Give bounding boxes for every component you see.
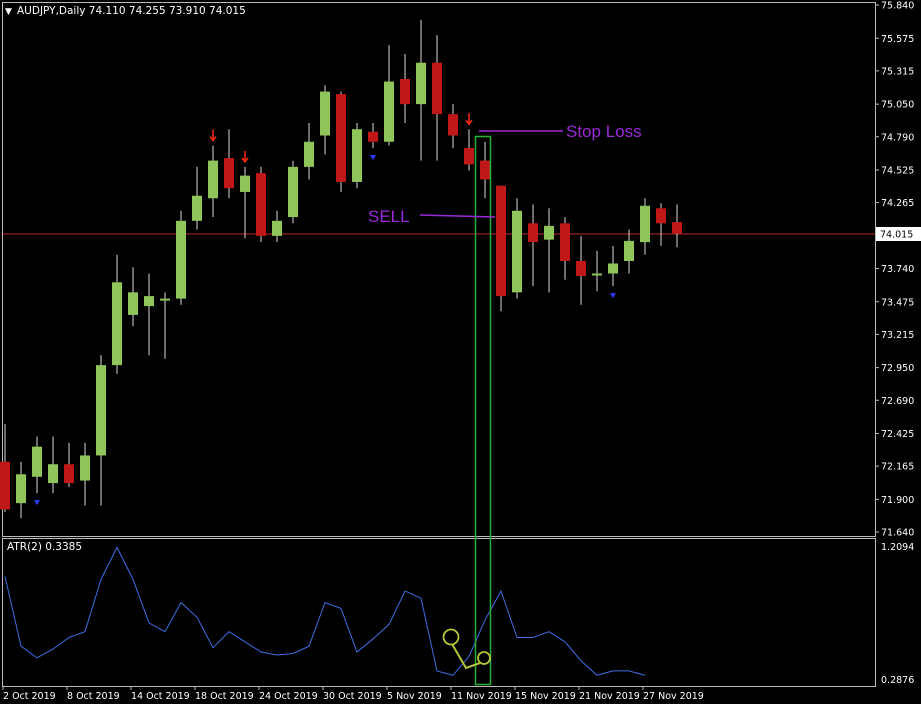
atr-line (4, 546, 646, 676)
current-price-label: 74.015 (876, 226, 921, 241)
candle-body (32, 446, 42, 477)
sell-label: SELL (368, 207, 410, 226)
price-tick-label: 72.165 (881, 462, 914, 473)
price-tick-label: 73.215 (881, 330, 914, 341)
candle-body (272, 220, 282, 236)
price-tick-label: 75.575 (881, 34, 914, 45)
candle-body (0, 461, 10, 510)
candle-body (320, 91, 330, 136)
candle-body (512, 210, 522, 293)
candle-body (304, 141, 314, 167)
candle-body (416, 62, 426, 105)
candle-body (592, 273, 602, 276)
candle-body (256, 173, 266, 236)
date-tick-label: 18 Oct 2019 (195, 691, 254, 702)
fractal-down-arrow-icon (610, 293, 616, 299)
candle-body (336, 94, 346, 182)
candle-body (192, 195, 202, 221)
date-tick-label: 14 Oct 2019 (131, 691, 190, 702)
price-tick-label: 72.950 (881, 363, 914, 374)
candle-body (432, 62, 442, 115)
symbol-dropdown-icon[interactable]: ▼ (5, 7, 12, 17)
price-tick-label: 73.740 (881, 264, 914, 275)
fractal-down-arrow-icon (370, 155, 376, 161)
price-tick-label: 71.640 (881, 528, 914, 539)
atr-marker-path (451, 643, 481, 670)
atr-panel[interactable] (2, 538, 876, 687)
date-tick-label: 27 Nov 2019 (643, 691, 704, 702)
atr-marker-circle (442, 628, 460, 646)
candle-body (384, 81, 394, 142)
price-tick-label: 75.315 (881, 66, 914, 77)
fractal-up-arrow-icon (465, 113, 473, 126)
candle-body (176, 220, 186, 299)
date-tick-label: 8 Oct 2019 (67, 691, 120, 702)
candle-body (48, 464, 58, 484)
candle-body (656, 208, 666, 224)
candle-body (672, 222, 682, 234)
candle-body (544, 225, 554, 240)
signal-box[interactable] (474, 135, 492, 686)
candle-body (528, 223, 538, 243)
price-tick-label: 74.265 (881, 198, 914, 209)
atr-axis-top: 1.2094 (881, 542, 914, 553)
candle-body (288, 166, 298, 218)
date-tick-label: 30 Oct 2019 (323, 691, 382, 702)
candle-body (640, 205, 650, 243)
candle-body (240, 175, 250, 192)
candle-body (400, 79, 410, 105)
candle-body (16, 474, 26, 504)
candle-body (608, 263, 618, 274)
price-tick-label: 75.840 (881, 1, 914, 12)
candle-body (96, 365, 106, 456)
candle-body (624, 240, 634, 261)
atr-marker-circle (477, 651, 491, 665)
price-tick-label: 71.900 (881, 495, 914, 506)
chart-title: AUDJPY,Daily 74.110 74.255 73.910 74.015 (17, 5, 246, 17)
atr-title: ATR(2) 0.3385 (7, 541, 82, 553)
candles (0, 20, 682, 519)
fractal-down-arrow-icon (34, 500, 40, 506)
date-axis: 2 Oct 2019 8 Oct 2019 14 Oct 2019 18 Oct 20… (2, 686, 704, 702)
candle-body (208, 160, 218, 199)
price-tick-label: 73.475 (881, 297, 914, 308)
price-tick-label: 75.050 (881, 100, 914, 111)
candle-body (368, 131, 378, 142)
candle-body (224, 158, 234, 189)
date-tick-label: 24 Oct 2019 (259, 691, 318, 702)
candle-body (352, 129, 362, 182)
candle-body (80, 455, 90, 481)
sell-line (419, 214, 496, 218)
price-tick-label: 74.525 (881, 166, 914, 177)
price-tick-label: 72.425 (881, 429, 914, 440)
date-tick-label: 11 Nov 2019 (451, 691, 512, 702)
atr-series (4, 546, 646, 676)
fractal-markers (34, 113, 616, 506)
candle-body (576, 260, 586, 277)
candle-body (496, 185, 506, 297)
price-tick-label: 74.790 (881, 132, 914, 143)
candle-body (144, 296, 154, 307)
stop-loss-label: Stop Loss (566, 122, 642, 141)
candle-body (64, 464, 74, 484)
date-tick-label: 2 Oct 2019 (3, 691, 56, 702)
atr-markers (442, 628, 491, 670)
date-tick-label: 5 Nov 2019 (387, 691, 442, 702)
fractal-up-arrow-icon (209, 129, 217, 142)
date-tick-label: 15 Nov 2019 (515, 691, 576, 702)
candle-body (160, 298, 170, 301)
candle-body (112, 282, 122, 366)
candle-body (128, 292, 138, 315)
atr-axis-bottom: 0.2876 (881, 675, 914, 686)
candle-body (480, 160, 490, 180)
price-axis: 75.840 75.575 75.315 75.050 74.790 74.525 74.2… (875, 1, 914, 539)
candle-body (448, 114, 458, 136)
fractal-up-arrow-icon (241, 150, 249, 164)
candle-body (464, 148, 474, 165)
price-tick-label: 72.690 (881, 396, 914, 407)
current-price-value: 74.015 (880, 229, 913, 240)
date-tick-label: 21 Nov 2019 (579, 691, 640, 702)
candle-body (560, 223, 570, 261)
